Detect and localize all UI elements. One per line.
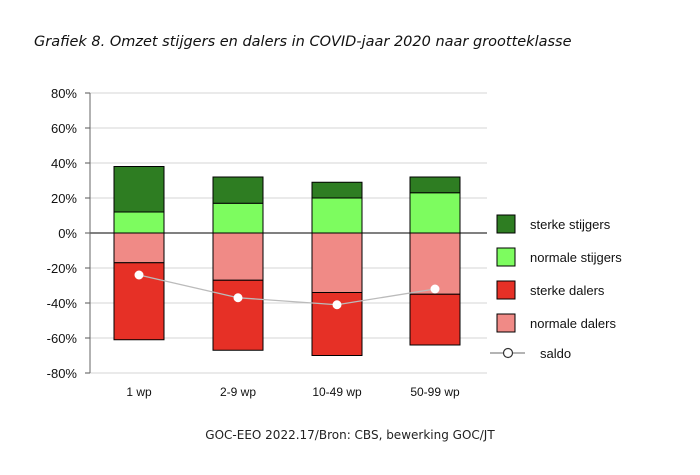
saldo-line (134, 270, 440, 310)
x-tick-label: 10-49 wp (312, 385, 362, 399)
bars (113, 166, 461, 356)
x-tick-label: 50-99 wp (410, 385, 460, 399)
legend-swatch-sterke-dalers (496, 280, 516, 300)
bar-normale-stijgers (212, 202, 264, 234)
bar-normale-stijgers (311, 197, 363, 234)
y-tick-label: -40% (47, 296, 78, 311)
legend-saldo-marker (502, 347, 514, 359)
bar-normale-dalers (212, 232, 264, 281)
saldo-point (134, 270, 144, 280)
y-tick-label: -80% (47, 366, 78, 381)
x-tick-label: 2-9 wp (220, 385, 256, 399)
legend-label: normale dalers (530, 316, 616, 331)
bar-sterke-stijgers (311, 181, 363, 199)
legend-swatch-normale-dalers (496, 313, 516, 333)
legend-label: saldo (540, 346, 571, 361)
y-tick-label: 80% (51, 86, 77, 101)
saldo-point (233, 293, 243, 303)
bar-sterke-stijgers (409, 176, 461, 194)
y-tick-label: 40% (51, 156, 77, 171)
bar-normale-dalers (311, 232, 363, 293)
legend-label: normale stijgers (530, 250, 622, 265)
bar-normale-stijgers (113, 211, 165, 234)
y-tick-label: 0% (58, 226, 77, 241)
bar-sterke-dalers (212, 279, 264, 351)
x-axis: 1 wp 2-9 wp 10-49 wp 50-99 wp (126, 385, 460, 399)
legend-swatch-normale-stijgers (496, 247, 516, 267)
y-axis: -80% -60% -40% -20% 0% 20% 40% 60% 80% (47, 86, 91, 381)
bar-sterke-dalers (409, 293, 461, 346)
bar-normale-dalers (113, 232, 165, 264)
saldo-polyline (138, 274, 436, 306)
saldo-point (430, 284, 440, 294)
source-note: GOC-EEO 2022.17/Bron: CBS, bewerking GOC… (205, 428, 495, 442)
legend: sterke stijgers normale stijgers sterke da… (490, 214, 622, 361)
bar-normale-stijgers (409, 192, 461, 234)
legend-label: sterke stijgers (530, 217, 611, 232)
legend-label: sterke dalers (530, 283, 605, 298)
legend-swatch-sterke-stijgers (496, 214, 516, 234)
x-tick-label: 1 wp (126, 385, 152, 399)
bar-sterke-stijgers (212, 176, 264, 204)
saldo-point (332, 300, 342, 310)
bar-normale-dalers (409, 232, 461, 295)
bar-sterke-stijgers (113, 166, 165, 213)
chart-title: Grafiek 8. Omzet stijgers en dalers in C… (34, 34, 572, 50)
bar-sterke-dalers (113, 262, 165, 341)
y-tick-label: -20% (47, 261, 78, 276)
y-tick-label: 20% (51, 191, 77, 206)
y-tick-label: -60% (47, 331, 78, 346)
y-tick-label: 60% (51, 121, 77, 136)
